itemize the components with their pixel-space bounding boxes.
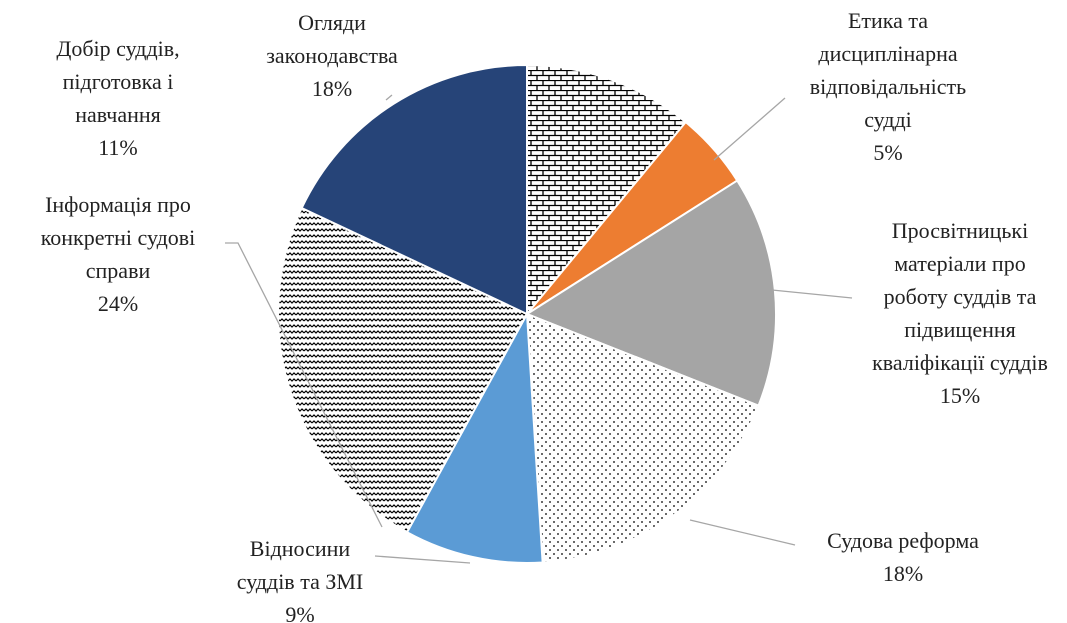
category-label: Просвітницькі матеріали про роботу судді… <box>872 218 1048 375</box>
value-label: 5% <box>873 140 903 165</box>
slice-label: Інформація про конкретні судові справи 24… <box>18 188 218 320</box>
pie-slice <box>525 312 760 564</box>
category-label: Відносини суддів та ЗМІ <box>236 536 364 594</box>
slice-label: Відносини суддів та ЗМІ 9% <box>225 532 375 623</box>
value-label: 9% <box>285 602 315 623</box>
category-label: Добір суддів, підготовка і навчання <box>56 36 180 127</box>
category-label: Огляди законодавства <box>266 10 398 68</box>
category-label: Судова реформа <box>827 528 979 553</box>
pie-slice <box>277 206 529 534</box>
slice-label: Добір суддів, підготовка і навчання 11% <box>18 32 218 164</box>
value-label: 15% <box>939 383 981 408</box>
category-label: Етика та дисциплінарна відповідальність … <box>809 8 967 132</box>
value-label: 24% <box>97 291 139 316</box>
value-label: 18% <box>882 561 924 586</box>
slice-label: Просвітницькі матеріали про роботу судді… <box>872 214 1048 412</box>
pie-slice <box>300 63 528 316</box>
value-label: 11% <box>98 135 138 160</box>
slice-label: Етика та дисциплінарна відповідальність … <box>793 4 983 169</box>
pie-slice <box>526 63 688 317</box>
value-label: 18% <box>311 76 353 101</box>
slice-label: Огляди законодавства 18% <box>257 6 407 105</box>
category-label: Інформація про конкретні судові справи <box>40 192 196 283</box>
pie-slice <box>405 310 544 564</box>
slice-label: Судова реформа 18% <box>783 524 1023 590</box>
leader-lines <box>225 94 853 564</box>
